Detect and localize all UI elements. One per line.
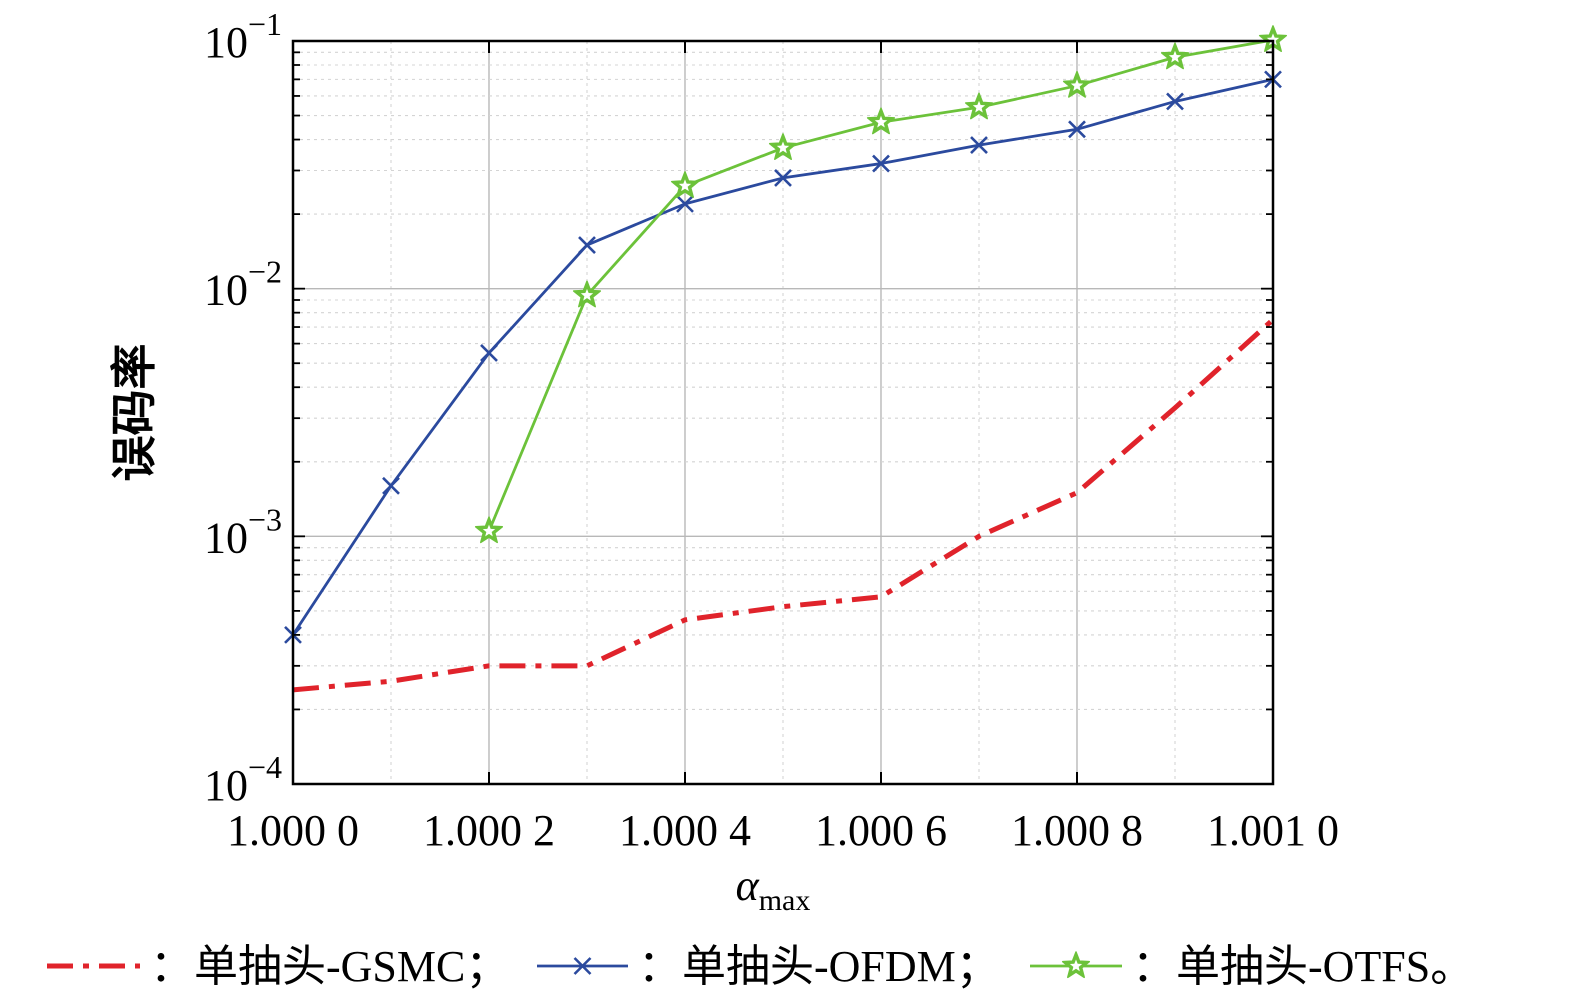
series-lines (284, 25, 1288, 693)
legend-entry-2: ：单抽头-OFDM； (537, 942, 1000, 991)
y-tick-labels: 10−410−310−210−1 (204, 6, 282, 810)
series-3 (474, 25, 1288, 544)
data-point-x-marker (774, 169, 792, 187)
x-tick-label: 1.001 0 (1207, 806, 1339, 855)
data-point-x-marker (1166, 92, 1184, 111)
tick-marks (292, 41, 1274, 784)
data-point-x-marker (872, 154, 890, 173)
y-tick-label: 10−2 (204, 254, 282, 315)
legend-label: ：单抽头-OFDM； (638, 942, 1000, 991)
legend-label: ：单抽头-GSMC； (150, 942, 509, 991)
y-tick-label: 10−3 (204, 501, 282, 562)
x-tick-label: 1.000 8 (1011, 806, 1143, 855)
data-point-x-marker (382, 476, 400, 495)
data-point-star-marker (572, 280, 602, 308)
y-tick-base: 10 (204, 761, 248, 810)
y-tick-exponent: −4 (248, 749, 282, 785)
data-point-star-marker (670, 171, 700, 198)
x-axis-title-sub: max (759, 884, 811, 917)
x-axis-title-main: α (736, 861, 760, 910)
data-point-star-marker (768, 133, 798, 161)
x-tick-labels: 1.000 0 1.000 2 1.000 4 1.000 6 1.000 8 1.001… (227, 806, 1339, 855)
series-2 (284, 70, 1282, 644)
data-point-x-marker (578, 236, 596, 254)
y-tick-exponent: −1 (248, 6, 282, 42)
legend-entry-1: ：单抽头-GSMC； (47, 942, 509, 991)
data-point-x-marker (1068, 120, 1086, 139)
x-tick-label: 1.000 6 (815, 806, 947, 855)
x-tick-label: 1.000 4 (619, 806, 751, 855)
series-line (292, 317, 1275, 693)
data-point-star-marker (866, 107, 896, 135)
y-tick-base: 10 (204, 18, 248, 67)
legend: ：单抽头-GSMC； ：单抽头-OFDM； ：单抽头-OTFS。 (47, 942, 1474, 991)
y-tick-exponent: −3 (248, 501, 282, 537)
plot-frame (291, 39, 1275, 786)
data-point-star-marker (964, 92, 994, 120)
data-point-x-marker (676, 194, 694, 213)
y-tick-exponent: −2 (248, 254, 282, 290)
y-tick-base: 10 (204, 513, 248, 562)
grid (293, 41, 1273, 784)
data-point-x-marker (573, 957, 592, 975)
legend-label: ：单抽头-OTFS。 (1132, 942, 1474, 991)
y-axis-title: 误码率 (109, 344, 160, 482)
data-point-x-marker (480, 344, 498, 362)
x-axis-title: αmax (736, 861, 811, 917)
data-point-star-marker (1061, 951, 1091, 979)
y-tick-base: 10 (204, 266, 248, 315)
y-tick-label: 10−1 (204, 6, 282, 67)
x-tick-label: 1.000 0 (227, 806, 359, 855)
x-tick-label: 1.000 2 (423, 806, 555, 855)
data-point-x-marker (970, 136, 988, 154)
data-point-star-marker (474, 516, 504, 544)
y-tick-label: 10−4 (204, 749, 282, 810)
data-point-star-marker (1160, 42, 1190, 70)
legend-entry-3: ：单抽头-OTFS。 (1030, 942, 1474, 991)
data-point-star-marker (1062, 70, 1092, 98)
series-1 (292, 317, 1275, 693)
